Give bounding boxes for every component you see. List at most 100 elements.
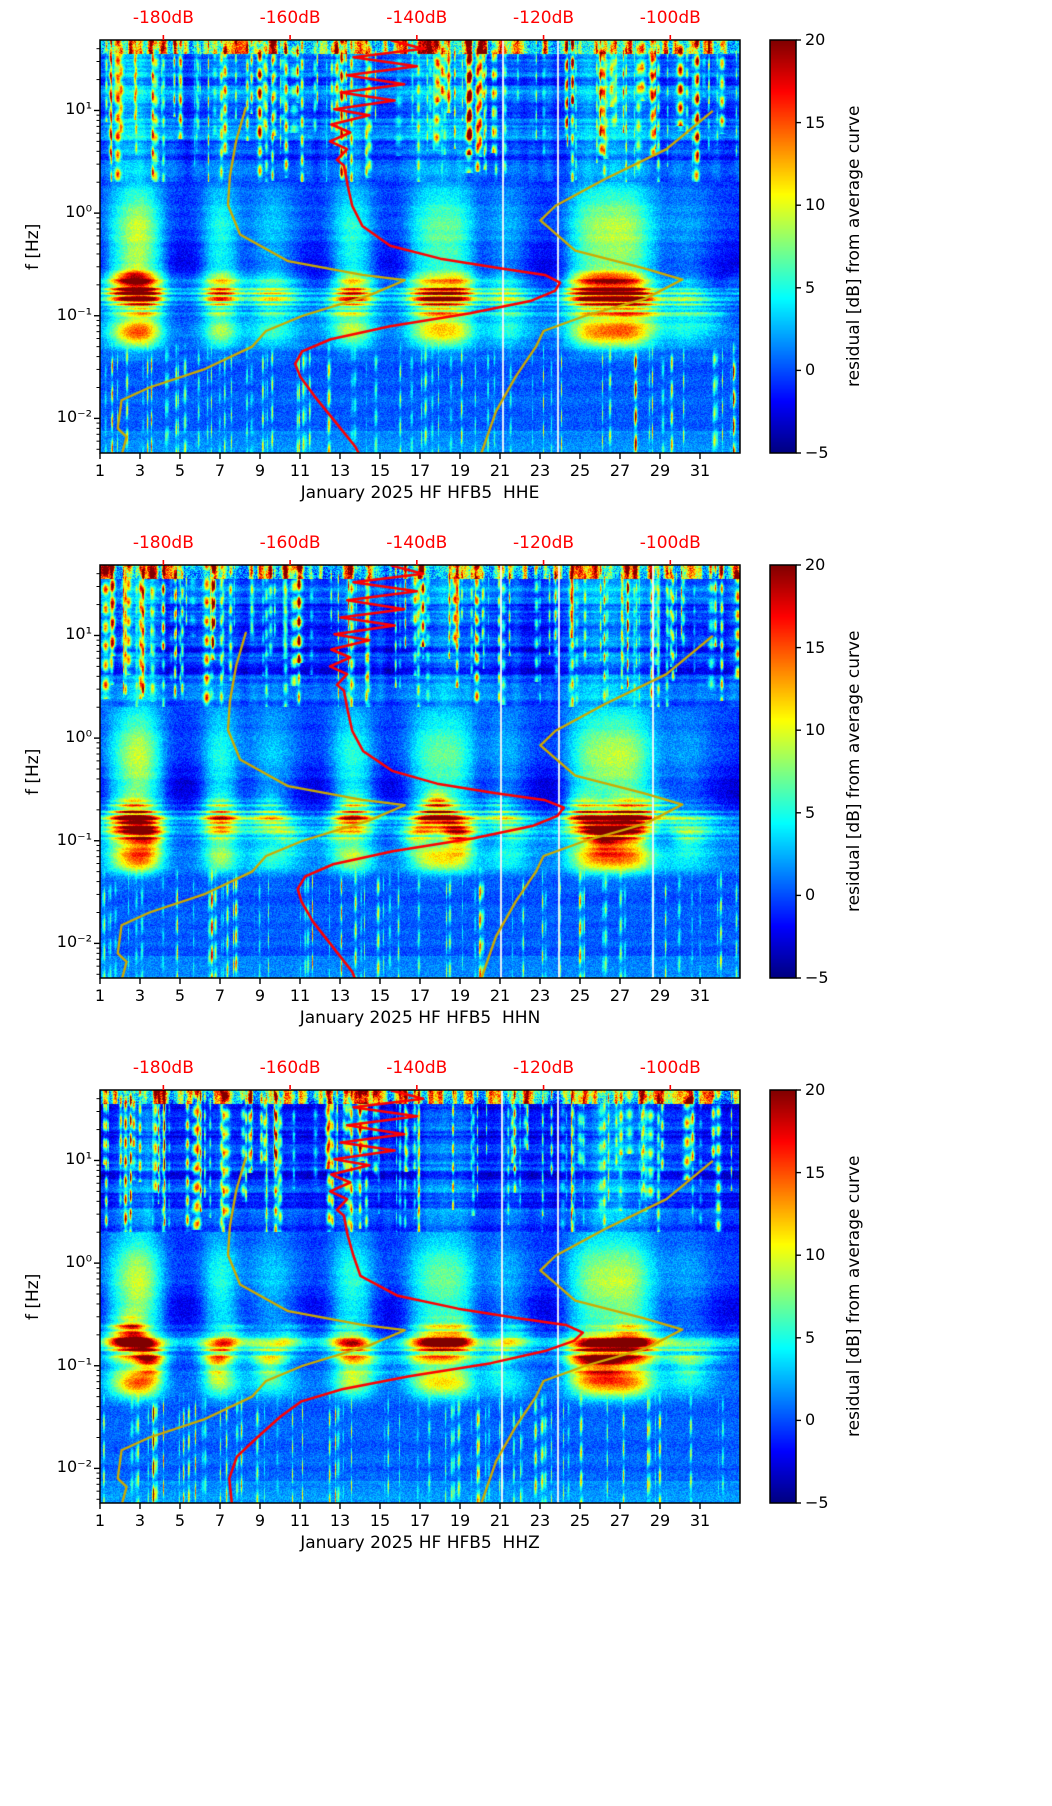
x-tick-label: 19: [449, 461, 471, 480]
x-tick-label: 23: [529, 1511, 551, 1530]
y-axis-label: f [Hz]: [23, 223, 43, 270]
top-axis-tick-label: -180dB: [132, 8, 194, 28]
colorbar-tick-label: 15: [805, 112, 826, 132]
y-tick-label: 10⁰: [65, 727, 92, 747]
x-tick-label: 9: [254, 986, 266, 1005]
x-tick-label: 31: [689, 461, 711, 480]
colorbar-axis-label: residual [dB] from average curve: [844, 630, 864, 913]
x-tick-label: 21: [489, 986, 511, 1005]
x-tick-label: 5: [174, 461, 186, 480]
x-tick-label: 13: [329, 986, 351, 1005]
colorbar-tick-label: 10: [805, 195, 826, 215]
x-tick-label: 13: [329, 461, 351, 480]
x-tick-label: 11: [289, 986, 311, 1005]
colorbar-frame: [769, 1089, 797, 1504]
x-tick-label: 9: [254, 461, 266, 480]
x-tick-label: 29: [649, 1511, 671, 1530]
colorbar-tick-label: 10: [805, 1245, 826, 1265]
x-tick-label: 25: [569, 986, 591, 1005]
x-tick-label: 27: [609, 986, 631, 1005]
spectrogram-heatmap-hhn: [100, 565, 740, 978]
x-tick-label: 1: [94, 986, 106, 1005]
y-tick-label: 10⁻²: [56, 407, 92, 427]
x-tick-label: 11: [289, 1511, 311, 1530]
y-tick-label: 10⁻¹: [56, 1354, 92, 1374]
x-tick-label: 31: [689, 1511, 711, 1530]
top-axis-tick-label: -140dB: [386, 1058, 448, 1078]
x-tick-label: 3: [134, 461, 146, 480]
x-tick-label: 11: [289, 461, 311, 480]
x-tick-label: 7: [214, 461, 226, 480]
colorbar-tick-label: 5: [805, 277, 816, 297]
colorbar-tick-label: 15: [805, 637, 826, 657]
top-axis-tick-label: -160dB: [259, 533, 321, 553]
x-tick-label: 29: [649, 986, 671, 1005]
x-tick-label: 7: [214, 1511, 226, 1530]
x-tick-label: 19: [449, 1511, 471, 1530]
x-tick-label: 13: [329, 1511, 351, 1530]
y-tick-label: 10¹: [65, 99, 92, 119]
x-tick-label: 21: [489, 461, 511, 480]
colorbar-tick-label: 20: [805, 30, 826, 49]
x-tick-label: 9: [254, 1511, 266, 1530]
y-axis-label: f [Hz]: [23, 748, 43, 795]
colorbar-gradient: [770, 565, 796, 978]
colorbar-frame: [769, 39, 797, 454]
x-tick-label: 29: [649, 461, 671, 480]
colorbar-tick-label: 15: [805, 1162, 826, 1182]
x-axis-title: January 2025 HF HFB5 HHE: [300, 483, 540, 503]
y-tick-label: 10¹: [65, 1149, 92, 1169]
y-tick-label: 10⁻¹: [56, 829, 92, 849]
x-tick-label: 17: [409, 1511, 431, 1530]
colorbar-tick-label: 10: [805, 720, 826, 740]
top-axis-tick-label: -160dB: [259, 8, 321, 28]
colorbar-axis-label: residual [dB] from average curve: [844, 105, 864, 388]
plot-frame: [99, 39, 741, 454]
x-tick-label: 21: [489, 1511, 511, 1530]
x-tick-label: 17: [409, 461, 431, 480]
x-tick-label: 1: [94, 461, 106, 480]
colorbar-axis-label: residual [dB] from average curve: [844, 1155, 864, 1438]
x-tick-label: 5: [174, 1511, 186, 1530]
top-axis-tick-label: -180dB: [132, 533, 194, 553]
top-axis-tick-label: -100dB: [639, 8, 701, 28]
x-tick-label: 15: [369, 461, 391, 480]
top-axis-tick-label: -120dB: [513, 533, 575, 553]
colorbar-tick-label: 5: [805, 802, 816, 822]
x-tick-label: 25: [569, 461, 591, 480]
x-tick-label: 27: [609, 461, 631, 480]
colorbar-tick-label: 20: [805, 555, 826, 574]
top-axis-tick-label: -140dB: [386, 533, 448, 553]
top-axis-tick-label: -140dB: [386, 8, 448, 28]
colorbar-tick-label: 20: [805, 1080, 826, 1099]
top-axis-tick-label: -100dB: [639, 533, 701, 553]
y-tick-label: 10¹: [65, 624, 92, 644]
y-axis-label: f [Hz]: [23, 1273, 43, 1320]
x-tick-label: 31: [689, 986, 711, 1005]
y-tick-label: 10⁻²: [56, 1457, 92, 1477]
x-tick-label: 15: [369, 986, 391, 1005]
colorbar-tick-label: −5: [805, 443, 829, 462]
x-tick-label: 15: [369, 1511, 391, 1530]
colorbar-gradient: [770, 40, 796, 453]
top-axis-tick-label: -120dB: [513, 8, 575, 28]
colorbar-gradient: [770, 1090, 796, 1503]
x-tick-label: 23: [529, 986, 551, 1005]
x-tick-label: 25: [569, 1511, 591, 1530]
top-axis-tick-label: -120dB: [513, 1058, 575, 1078]
x-tick-label: 3: [134, 1511, 146, 1530]
top-axis-tick-label: -100dB: [639, 1058, 701, 1078]
colorbar-frame: [769, 564, 797, 979]
colorbar-tick-label: −5: [805, 1493, 829, 1512]
y-tick-label: 10⁰: [65, 1252, 92, 1272]
x-tick-label: 23: [529, 461, 551, 480]
x-tick-label: 27: [609, 1511, 631, 1530]
x-tick-label: 19: [449, 986, 471, 1005]
spectrogram-heatmap-hhe: [100, 40, 740, 453]
x-tick-label: 1: [94, 1511, 106, 1530]
x-tick-label: 5: [174, 986, 186, 1005]
